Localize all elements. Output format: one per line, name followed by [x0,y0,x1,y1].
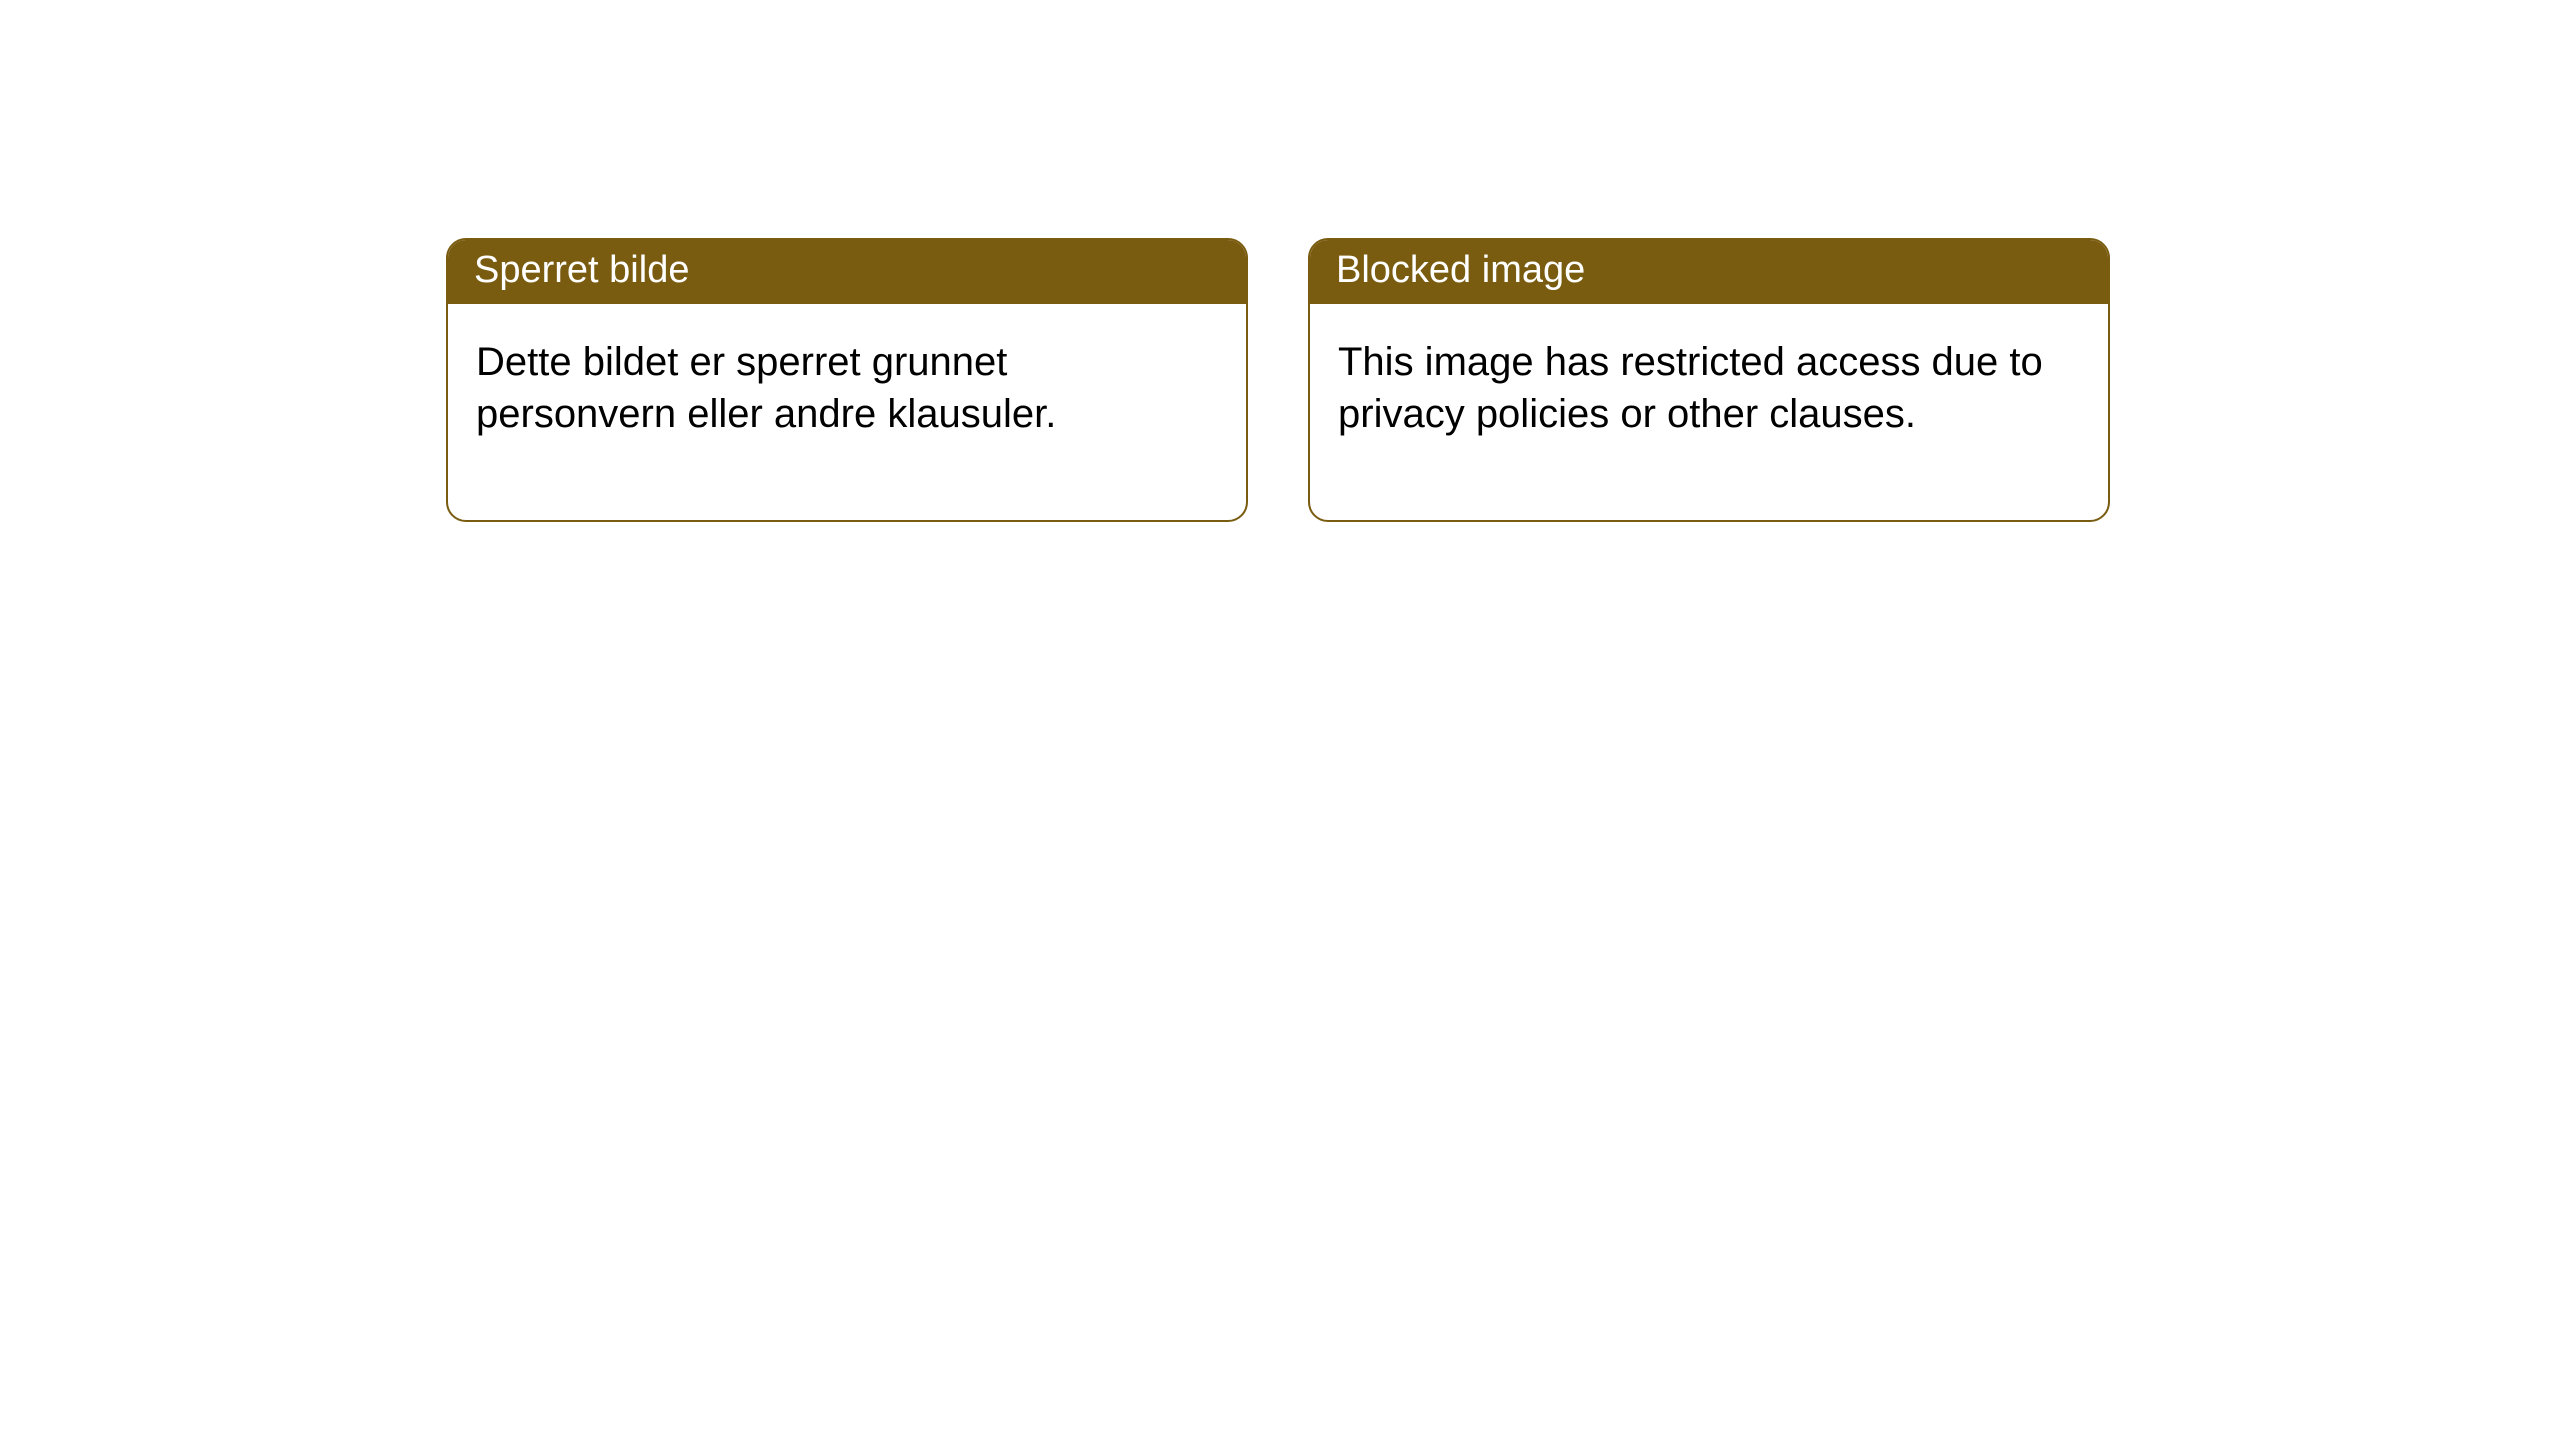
notice-body-text: This image has restricted access due to … [1310,304,2108,520]
notice-container: Sperret bilde Dette bildet er sperret gr… [0,0,2560,522]
notice-title: Blocked image [1310,240,2108,304]
notice-card-norwegian: Sperret bilde Dette bildet er sperret gr… [446,238,1248,522]
notice-card-english: Blocked image This image has restricted … [1308,238,2110,522]
notice-body-text: Dette bildet er sperret grunnet personve… [448,304,1246,520]
notice-title: Sperret bilde [448,240,1246,304]
